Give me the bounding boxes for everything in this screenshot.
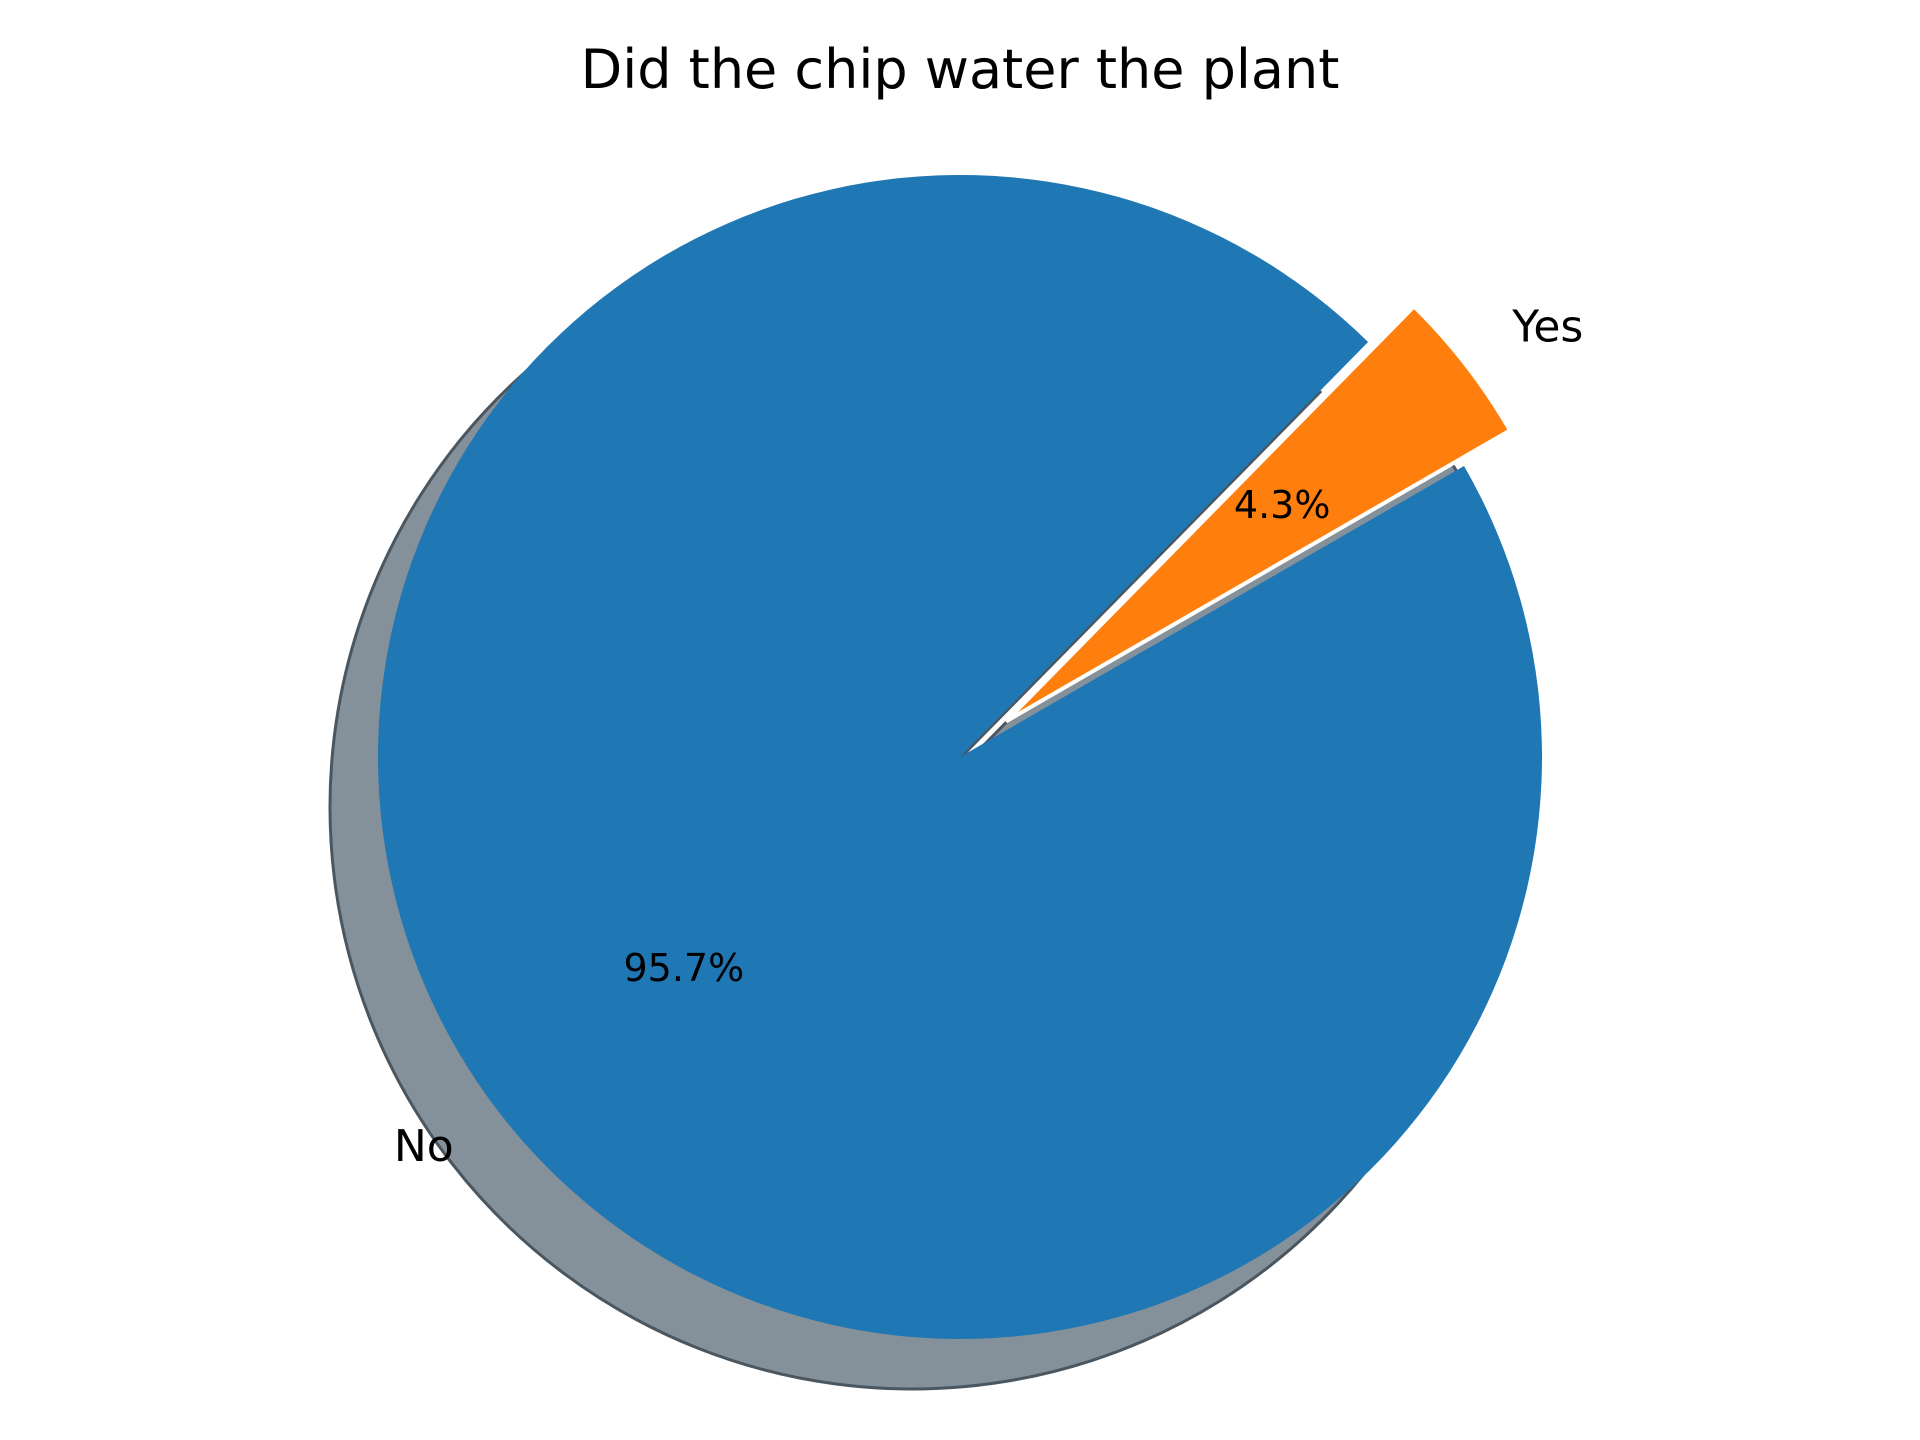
slice-label-no: No	[394, 1121, 454, 1172]
slice-label-yes: Yes	[1511, 302, 1583, 353]
slice-pct-no: 95.7%	[623, 946, 744, 990]
chart-title: Did the chip water the plant	[580, 38, 1340, 101]
slice-pct-yes: 4.3%	[1234, 483, 1331, 527]
slice-no	[377, 174, 1542, 1339]
slice-yes	[1004, 303, 1513, 724]
